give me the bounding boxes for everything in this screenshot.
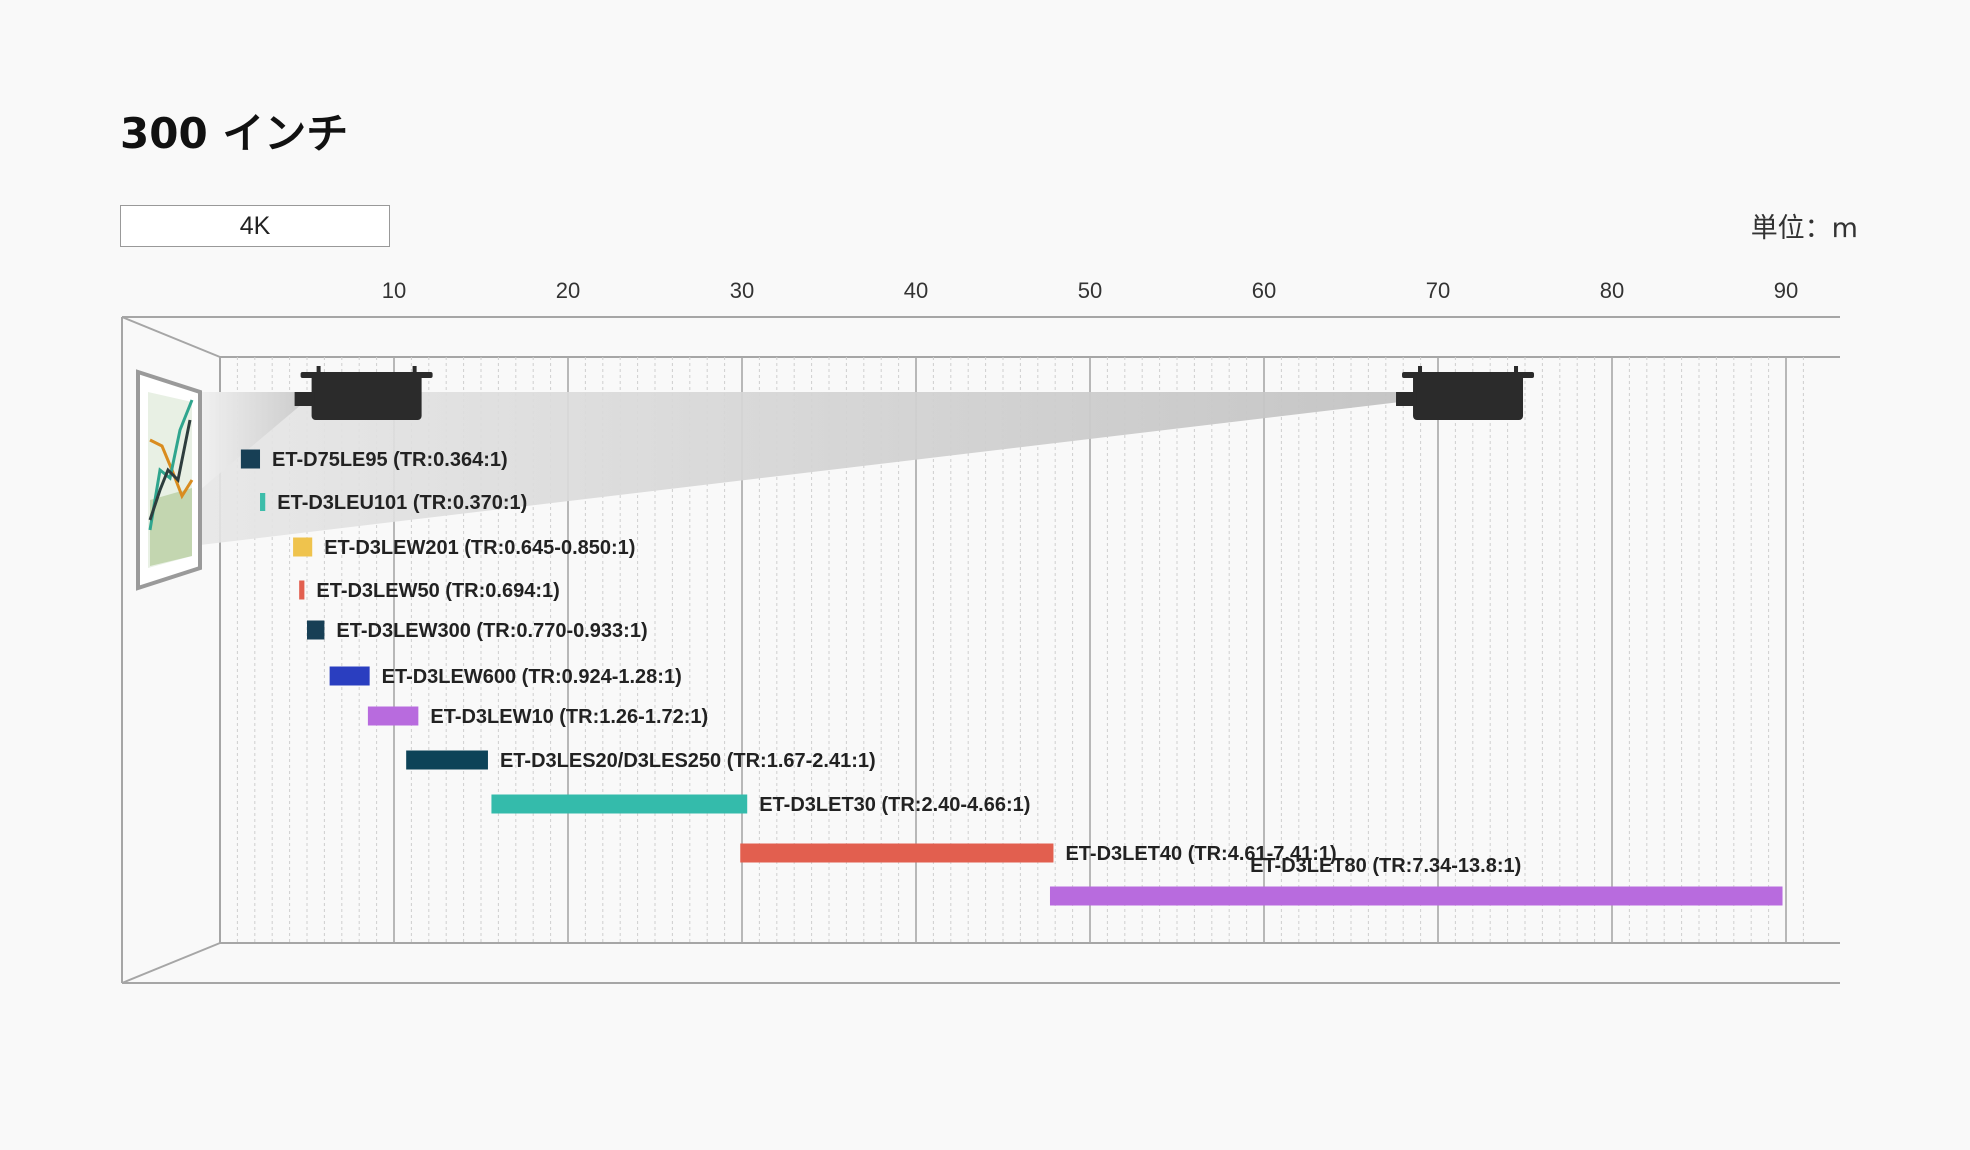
projection-beam-near: [200, 392, 302, 490]
page-title: 300 インチ: [120, 109, 349, 158]
x-tick-label: 80: [1600, 278, 1624, 303]
screen-chart-image-icon: [136, 369, 202, 591]
lens-bar: [307, 620, 325, 640]
lens-label: ET-D3LEW300 (TR:0.770-0.933:1): [336, 620, 647, 642]
projector-icon: [294, 366, 433, 420]
x-tick-label: 70: [1426, 278, 1450, 303]
lens-label: ET-D3LEW600 (TR:0.924-1.28:1): [382, 666, 682, 688]
x-tick-label: 90: [1774, 278, 1798, 303]
unit-label: 単位：m: [1750, 213, 1858, 244]
x-tick-label: 40: [904, 278, 928, 303]
lens-bar: [299, 580, 305, 600]
lens-label: ET-D3LES20/D3LES250 (TR:1.67-2.41:1): [500, 750, 876, 772]
lens-label: ET-D3LET30 (TR:2.40-4.66:1): [759, 794, 1030, 816]
lens-bar: [293, 537, 313, 557]
x-tick-label: 50: [1078, 278, 1102, 303]
lens-label: ET-D3LEW10 (TR:1.26-1.72:1): [430, 706, 708, 728]
lens-label: ET-D3LEW50 (TR:0.694:1): [316, 580, 559, 602]
x-tick-label: 60: [1252, 278, 1276, 303]
lens-label: ET-D3LET40 (TR:4.61-7.41:1): [1065, 843, 1336, 865]
projection-beam-far: [200, 392, 1400, 545]
lens-bar: [367, 706, 419, 726]
lens-bar: [260, 493, 266, 511]
lens-bar: [1049, 886, 1783, 906]
lens-bars: ET-D75LE95 (TR:0.364:1) ET-D3LEU101 (TR:0…: [240, 449, 1783, 906]
x-tick-label: 10: [382, 278, 406, 303]
x-tick-label: 30: [730, 278, 754, 303]
tab-4k[interactable]: 4K: [120, 205, 390, 247]
lens-bar: [406, 750, 488, 770]
lens-bar: [491, 794, 748, 814]
x-tick-label: 20: [556, 278, 580, 303]
room-frame: [121, 316, 1840, 984]
lens-label: ET-D3LEW201 (TR:0.645-0.850:1): [324, 537, 635, 559]
lens-bar: [240, 449, 261, 469]
lens-bar: [329, 666, 370, 686]
lens-label: ET-D3LEU101 (TR:0.370:1): [277, 492, 527, 514]
projector-icon: [1396, 366, 1535, 420]
x-axis-ticks: 10 20 30 40 50 60 70 80 90: [382, 278, 1798, 303]
lens-bar: [740, 843, 1054, 863]
lens-label: ET-D3LET80 (TR:7.34-13.8:1): [1250, 855, 1521, 877]
lens-label: ET-D75LE95 (TR:0.364:1): [272, 449, 508, 471]
